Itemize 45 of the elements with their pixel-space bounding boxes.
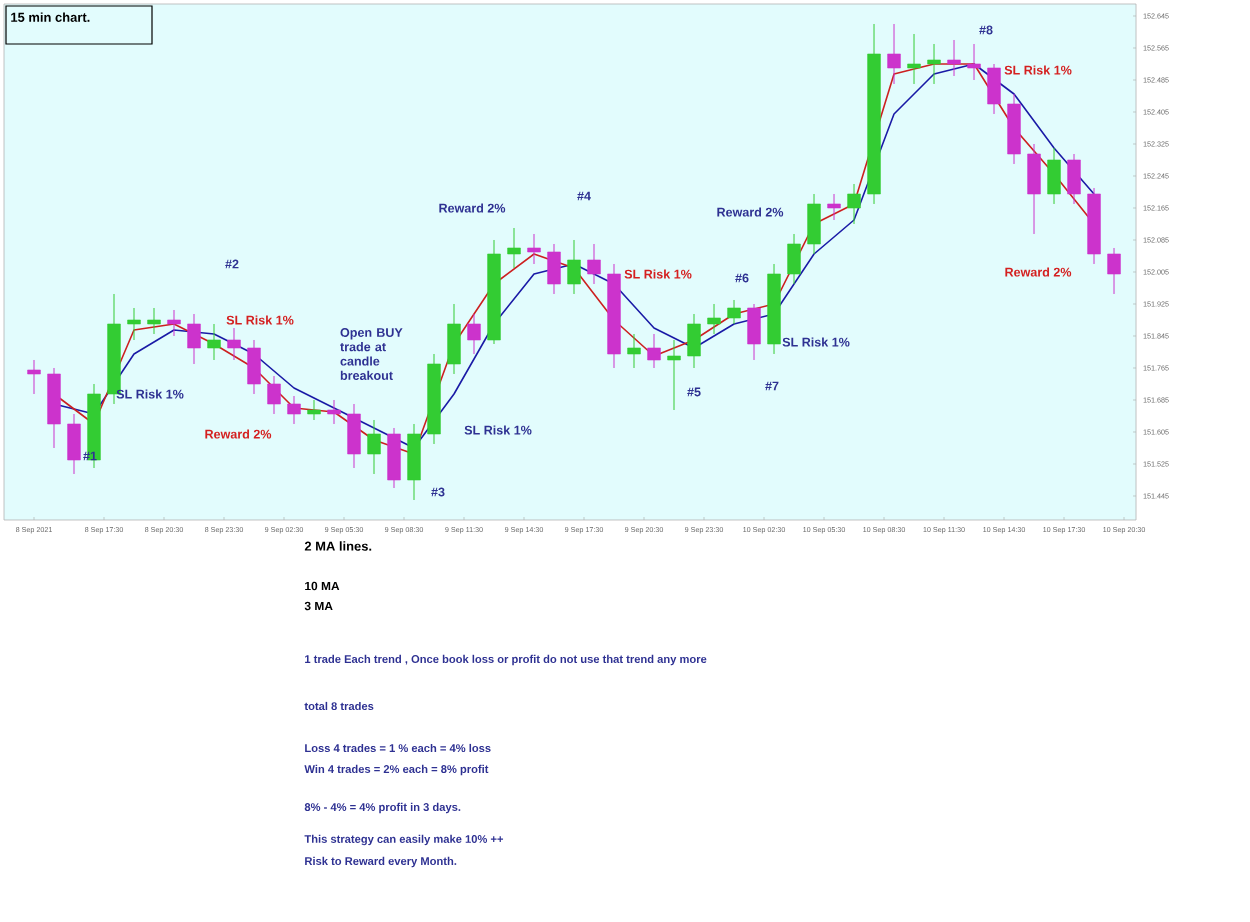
candlestick bbox=[227, 327, 241, 361]
candlestick bbox=[1107, 247, 1121, 295]
candlestick bbox=[207, 323, 221, 361]
candlestick bbox=[27, 359, 41, 395]
candlestick bbox=[1027, 143, 1041, 235]
candlestick bbox=[167, 309, 181, 337]
candlestick bbox=[827, 193, 841, 221]
candlestick bbox=[247, 339, 261, 395]
candlestick bbox=[987, 63, 1001, 115]
candlestick bbox=[267, 375, 281, 415]
candlestick bbox=[807, 193, 821, 255]
candlestick bbox=[527, 233, 541, 265]
candlestick bbox=[187, 313, 201, 365]
candlestick bbox=[887, 23, 901, 85]
candlestick bbox=[927, 43, 941, 85]
candlestick bbox=[907, 33, 921, 85]
candlestick bbox=[307, 399, 321, 421]
candlestick bbox=[287, 395, 301, 425]
candlestick bbox=[727, 299, 741, 325]
candlestick bbox=[347, 403, 361, 469]
candlestick bbox=[147, 307, 161, 335]
candlestick bbox=[507, 227, 521, 269]
candlestick bbox=[647, 333, 661, 369]
candlestick bbox=[787, 233, 801, 285]
candlestick bbox=[687, 313, 701, 369]
candlestick bbox=[387, 427, 401, 489]
candlestick bbox=[587, 243, 601, 285]
candlestick bbox=[367, 419, 381, 475]
candlestick bbox=[707, 303, 721, 335]
candlestick bbox=[1047, 147, 1061, 205]
candlestick bbox=[667, 339, 681, 411]
candlestick bbox=[967, 43, 981, 81]
candlestick bbox=[327, 399, 341, 425]
candlestick bbox=[467, 313, 481, 355]
candlestick bbox=[627, 333, 641, 369]
candlestick bbox=[547, 243, 561, 295]
candlestick bbox=[67, 413, 81, 475]
candlestick bbox=[447, 303, 461, 375]
candlestick bbox=[127, 307, 141, 341]
candlestick bbox=[407, 423, 421, 501]
candlestick bbox=[947, 39, 961, 77]
candlestick bbox=[847, 183, 861, 225]
candlestick bbox=[1067, 153, 1081, 205]
candlestick bbox=[747, 303, 761, 361]
candlestick bbox=[567, 239, 581, 295]
